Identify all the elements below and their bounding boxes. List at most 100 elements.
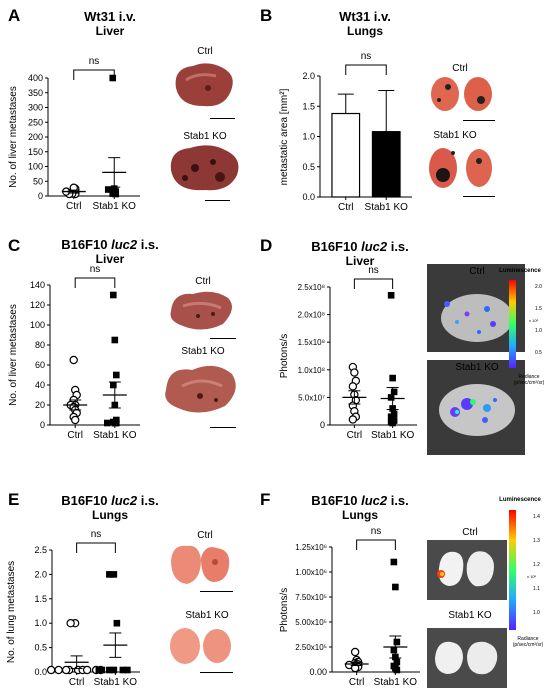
y-tick-label: 300 [28,103,43,113]
scale-bar [463,196,495,197]
title-text: B16F10 [61,493,112,508]
significance-bracket [74,277,116,288]
y-tick-label: 1.0x10⁸ [298,366,325,375]
data-point-ctrl [350,368,359,377]
colorbar-exponent: x 10⁸ [529,318,539,323]
panel-e: E B16F10 luc2 i.s. Lungs 0.0 0.5 1.0 1.5 2.0… [0,460,275,698]
significance-label: ns [91,529,102,540]
colorbar-tick: 1.3 [533,538,540,544]
y-tick-label: 1.0 [34,618,47,628]
significance-label: ns [361,51,372,62]
data-point-ko [390,388,398,396]
data-point-ko [110,666,118,674]
significance-label: ns [89,56,100,67]
photo-label-ctrl: Ctrl [197,530,213,541]
data-point-ctrl [46,665,56,675]
data-point-ko [393,666,401,674]
colorbar-tick: 1.0 [533,610,540,616]
y-tick-label: 2.0 [302,71,315,81]
x-tick-label: Stab1 KO [365,202,409,213]
panel-b: B Wt31 i.v. Lungs 0.0 0.5 1.0 1.5 2.0 metasta… [260,0,550,225]
significance-bracket [76,542,116,553]
photo-label-ko: Stab1 KO [185,610,229,621]
y-tick-label: 5.00x10⁵ [295,618,327,627]
data-point-ko [109,74,117,82]
panel-subtitle: Lungs [92,508,128,522]
photo-label-ctrl: Ctrl [469,266,485,277]
scale-bar [200,591,233,592]
y-tick-label: 0.00 [309,667,327,677]
panel-letter: D [260,236,273,255]
x-tick-label: Ctrl [349,677,365,688]
bioluminescence-image-ctrl [427,540,507,600]
y-tick-label: 1.5x10⁸ [298,338,325,347]
panel-title: B16F10 luc2 i.s. [285,240,435,254]
x-tick-label: Stab1 KO [94,677,138,688]
colorbar-title: Luminescence [499,268,541,274]
y-tick-label: 2.5 [34,545,47,555]
colorbar-tick: 1.4 [533,514,540,520]
y-tick-label: 0 [320,420,325,430]
data-point-ko [110,571,118,578]
y-tick-label: 1.5 [302,101,315,111]
y-tick-label: 20 [35,400,45,410]
data-point-ko [106,666,113,674]
significance-bracket [353,278,394,289]
colorbar-tick: 1.2 [533,562,540,568]
y-tick-label: 100 [30,320,45,330]
y-tick-label: 80 [35,340,45,350]
panel-title: B16F10 luc2 i.s. [285,494,435,508]
y-tick-label: 1.5 [34,594,47,604]
panel-c: C B16F10 luc2 i.s. Liver 0 20 40 60 80 100 120… [0,228,275,463]
x-tick-label: Stab1 KO [374,677,418,688]
data-point-ko [390,646,398,654]
bioluminescence-image-ctrl [427,264,525,352]
panel-title: B16F10 luc2 i.s. [35,238,185,252]
y-axis-label: Photons/s [279,334,290,378]
lung-photo-ko [170,628,231,664]
title-gene: luc2 [111,493,138,508]
y-tick-label: 2.5x10⁸ [298,283,325,292]
y-axis-label: No. of liver metastases [8,86,19,188]
data-point-ko [95,666,103,674]
data-point-ko [104,186,112,193]
data-point-ctrl [54,665,63,675]
y-tick-label: 350 [28,88,43,98]
chart-c: 0 20 40 60 80 100 120 140 No. of liver metastase… [8,264,140,441]
y-tick-label: 0 [40,420,45,430]
data-point-ko [109,190,117,197]
panel-d: D B16F10 luc2 i.s. Liver 0 5.0x10⁷ 1.0x10⁸… [260,228,550,463]
scale-bar [200,672,233,673]
photo-label-ctrl: Ctrl [195,276,211,287]
panel-title: Wt31 i.v. [339,9,391,24]
y-tick-label: 150 [28,147,43,157]
bar [331,112,361,198]
scale-bar [463,120,495,121]
y-tick-label: 0.0 [34,667,47,677]
title-text: i.s. [137,237,159,252]
liver-photo-ko [165,365,236,413]
data-point-ctrl [82,665,92,675]
y-axis-label: No. of lung metastases [6,561,17,663]
liver-photo-ctrl [175,63,233,107]
y-tick-label: 100 [28,162,43,172]
panel-letter: B [260,6,273,25]
panel-subtitle: Liver [345,254,375,268]
data-point-ko [389,374,396,382]
scale-bar [205,200,230,201]
x-tick-label: Stab1 KO [93,201,137,212]
y-tick-label: 5.0x10⁷ [298,393,325,402]
colorbar: 1.4 1.3 1.2 1.1 1.0 x 10⁵ [509,510,540,630]
data-point-ko [393,638,401,646]
title-text: B16F10 [311,493,362,508]
panel-subtitle: Liver [95,252,125,266]
y-tick-label: 120 [30,300,45,310]
lung-photo-ctrl [171,545,230,584]
y-tick-label: 0.5 [34,643,47,653]
data-point-ko [104,419,111,427]
panel-f: F B16F10 luc2 i.s. Lungs 0.00 2.50x10⁵ 5.0… [260,460,550,698]
title-gene: luc2 [111,237,138,252]
y-tick-label: 0.0 [302,192,315,202]
data-point-ctrl [70,415,80,425]
y-tick-label: 250 [28,117,43,127]
